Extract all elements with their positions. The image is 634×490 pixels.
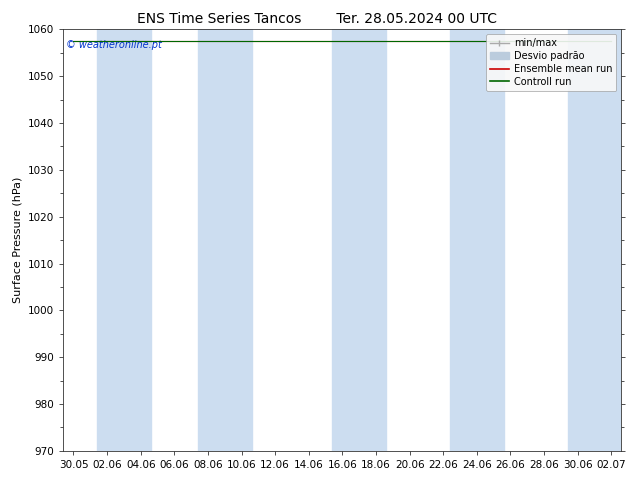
Bar [198, 29, 252, 451]
Bar [97, 29, 151, 451]
Y-axis label: Surface Pressure (hPa): Surface Pressure (hPa) [13, 177, 23, 303]
Bar [450, 29, 503, 451]
Bar [332, 29, 386, 451]
Legend: min/max, Desvio padrão, Ensemble mean run, Controll run: min/max, Desvio padrão, Ensemble mean ru… [486, 34, 616, 91]
Text: ENS Time Series Tancos        Ter. 28.05.2024 00 UTC: ENS Time Series Tancos Ter. 28.05.2024 0… [137, 12, 497, 26]
Text: © weatheronline.pt: © weatheronline.pt [66, 40, 162, 50]
Bar [567, 29, 628, 451]
